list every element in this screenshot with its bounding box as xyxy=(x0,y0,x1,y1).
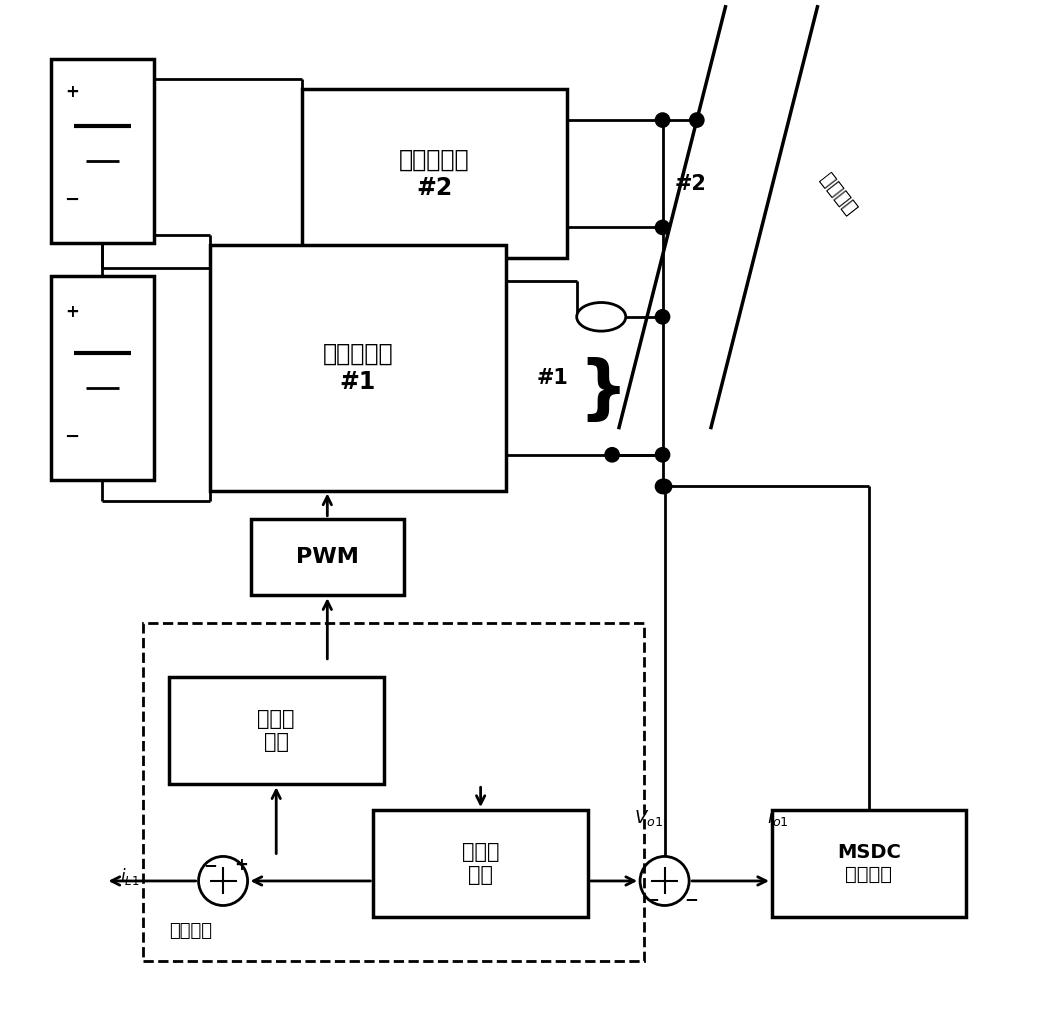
Text: +: + xyxy=(235,855,248,874)
Text: +: + xyxy=(65,303,79,321)
Text: 功率变换器
#2: 功率变换器 #2 xyxy=(399,148,470,199)
FancyBboxPatch shape xyxy=(301,90,567,259)
Text: −: − xyxy=(646,890,659,909)
FancyBboxPatch shape xyxy=(373,809,588,918)
Text: $i_{o1}$: $i_{o1}$ xyxy=(767,807,789,828)
Text: 内部环路: 内部环路 xyxy=(169,922,212,940)
Text: −: − xyxy=(202,855,217,874)
FancyBboxPatch shape xyxy=(169,678,384,785)
Text: PWM: PWM xyxy=(296,547,359,567)
Circle shape xyxy=(689,113,704,128)
Circle shape xyxy=(605,448,620,462)
Circle shape xyxy=(655,479,670,494)
FancyBboxPatch shape xyxy=(210,245,506,491)
Text: $V_{o1}$: $V_{o1}$ xyxy=(634,807,662,828)
Text: #2: #2 xyxy=(674,174,706,194)
Text: 直流母线: 直流母线 xyxy=(817,170,860,219)
FancyBboxPatch shape xyxy=(250,519,404,595)
Circle shape xyxy=(655,113,670,128)
Circle shape xyxy=(655,221,670,235)
Text: 电流环
补偿: 电流环 补偿 xyxy=(258,709,295,752)
Ellipse shape xyxy=(577,303,626,331)
Text: +: + xyxy=(65,83,79,101)
Circle shape xyxy=(655,310,670,324)
Text: −: − xyxy=(65,428,79,447)
FancyBboxPatch shape xyxy=(143,623,645,961)
Text: }: } xyxy=(579,357,628,424)
Text: −: − xyxy=(65,191,79,210)
Text: −: − xyxy=(684,890,698,909)
FancyBboxPatch shape xyxy=(51,276,153,480)
Text: $i_{L1}$: $i_{L1}$ xyxy=(120,867,140,887)
FancyBboxPatch shape xyxy=(772,809,966,918)
Text: 功率变换器
#1: 功率变换器 #1 xyxy=(322,342,393,393)
Text: MSDC
控制算法: MSDC 控制算法 xyxy=(838,843,901,884)
Text: 电压环
补偿: 电压环 补偿 xyxy=(462,842,500,885)
Circle shape xyxy=(655,448,670,462)
Text: #1: #1 xyxy=(536,368,568,388)
Circle shape xyxy=(657,479,672,494)
FancyBboxPatch shape xyxy=(51,59,153,243)
